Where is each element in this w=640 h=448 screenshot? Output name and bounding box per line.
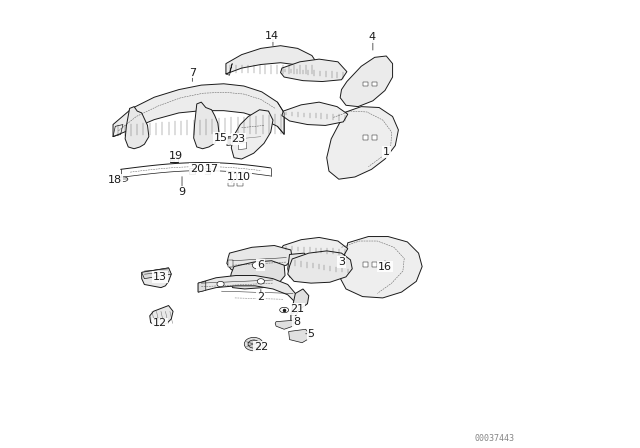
Polygon shape [228, 180, 234, 186]
Polygon shape [339, 237, 422, 298]
Polygon shape [125, 107, 149, 149]
Text: 20: 20 [189, 164, 204, 174]
Text: 21: 21 [290, 304, 304, 314]
Bar [362, 262, 368, 267]
Text: 12: 12 [152, 319, 166, 328]
Polygon shape [113, 84, 284, 137]
Text: 6: 6 [257, 260, 264, 270]
Polygon shape [289, 329, 312, 343]
Text: 4: 4 [368, 32, 375, 42]
Ellipse shape [257, 279, 264, 284]
Text: 00037443: 00037443 [475, 434, 515, 443]
Text: 11: 11 [227, 172, 241, 182]
Ellipse shape [244, 337, 263, 351]
Polygon shape [288, 253, 310, 277]
Text: 3: 3 [338, 257, 345, 267]
Text: 16: 16 [378, 262, 392, 271]
Polygon shape [189, 168, 195, 174]
Polygon shape [280, 237, 348, 259]
Text: 19: 19 [169, 151, 183, 161]
Text: 2: 2 [257, 293, 264, 302]
Text: 8: 8 [293, 317, 300, 327]
Polygon shape [291, 289, 309, 314]
Text: 5: 5 [308, 329, 314, 339]
Ellipse shape [217, 281, 224, 287]
Polygon shape [228, 260, 233, 267]
Text: 18: 18 [108, 175, 122, 185]
Bar [362, 82, 368, 86]
Polygon shape [141, 268, 172, 288]
Text: 14: 14 [264, 31, 278, 41]
Ellipse shape [120, 177, 128, 181]
Ellipse shape [280, 307, 289, 313]
Text: 10: 10 [237, 172, 251, 182]
Ellipse shape [248, 340, 259, 348]
Text: 13: 13 [152, 272, 166, 282]
Polygon shape [227, 246, 292, 271]
Polygon shape [231, 110, 273, 159]
Polygon shape [194, 102, 220, 149]
Polygon shape [198, 276, 298, 323]
Text: 7: 7 [189, 68, 196, 78]
Polygon shape [227, 135, 239, 146]
Text: 9: 9 [179, 187, 186, 197]
Polygon shape [237, 180, 243, 186]
Bar [362, 135, 368, 140]
Text: 22: 22 [253, 342, 268, 352]
Polygon shape [289, 260, 293, 267]
Bar [371, 262, 377, 267]
Polygon shape [280, 59, 347, 82]
Polygon shape [340, 56, 392, 107]
Text: 15: 15 [214, 133, 228, 143]
Text: 23: 23 [232, 134, 246, 144]
Polygon shape [170, 157, 177, 162]
Bar [371, 82, 377, 86]
Bar [371, 135, 377, 140]
Polygon shape [226, 46, 317, 75]
Polygon shape [198, 281, 206, 292]
Polygon shape [327, 107, 398, 179]
Polygon shape [204, 168, 210, 174]
Polygon shape [282, 102, 348, 125]
Polygon shape [239, 142, 246, 150]
Polygon shape [141, 268, 172, 279]
Text: 17: 17 [205, 164, 219, 174]
Polygon shape [275, 320, 293, 329]
Ellipse shape [252, 262, 262, 269]
Text: 1: 1 [383, 147, 390, 157]
Polygon shape [150, 306, 173, 326]
Polygon shape [288, 251, 352, 283]
Polygon shape [230, 261, 285, 289]
